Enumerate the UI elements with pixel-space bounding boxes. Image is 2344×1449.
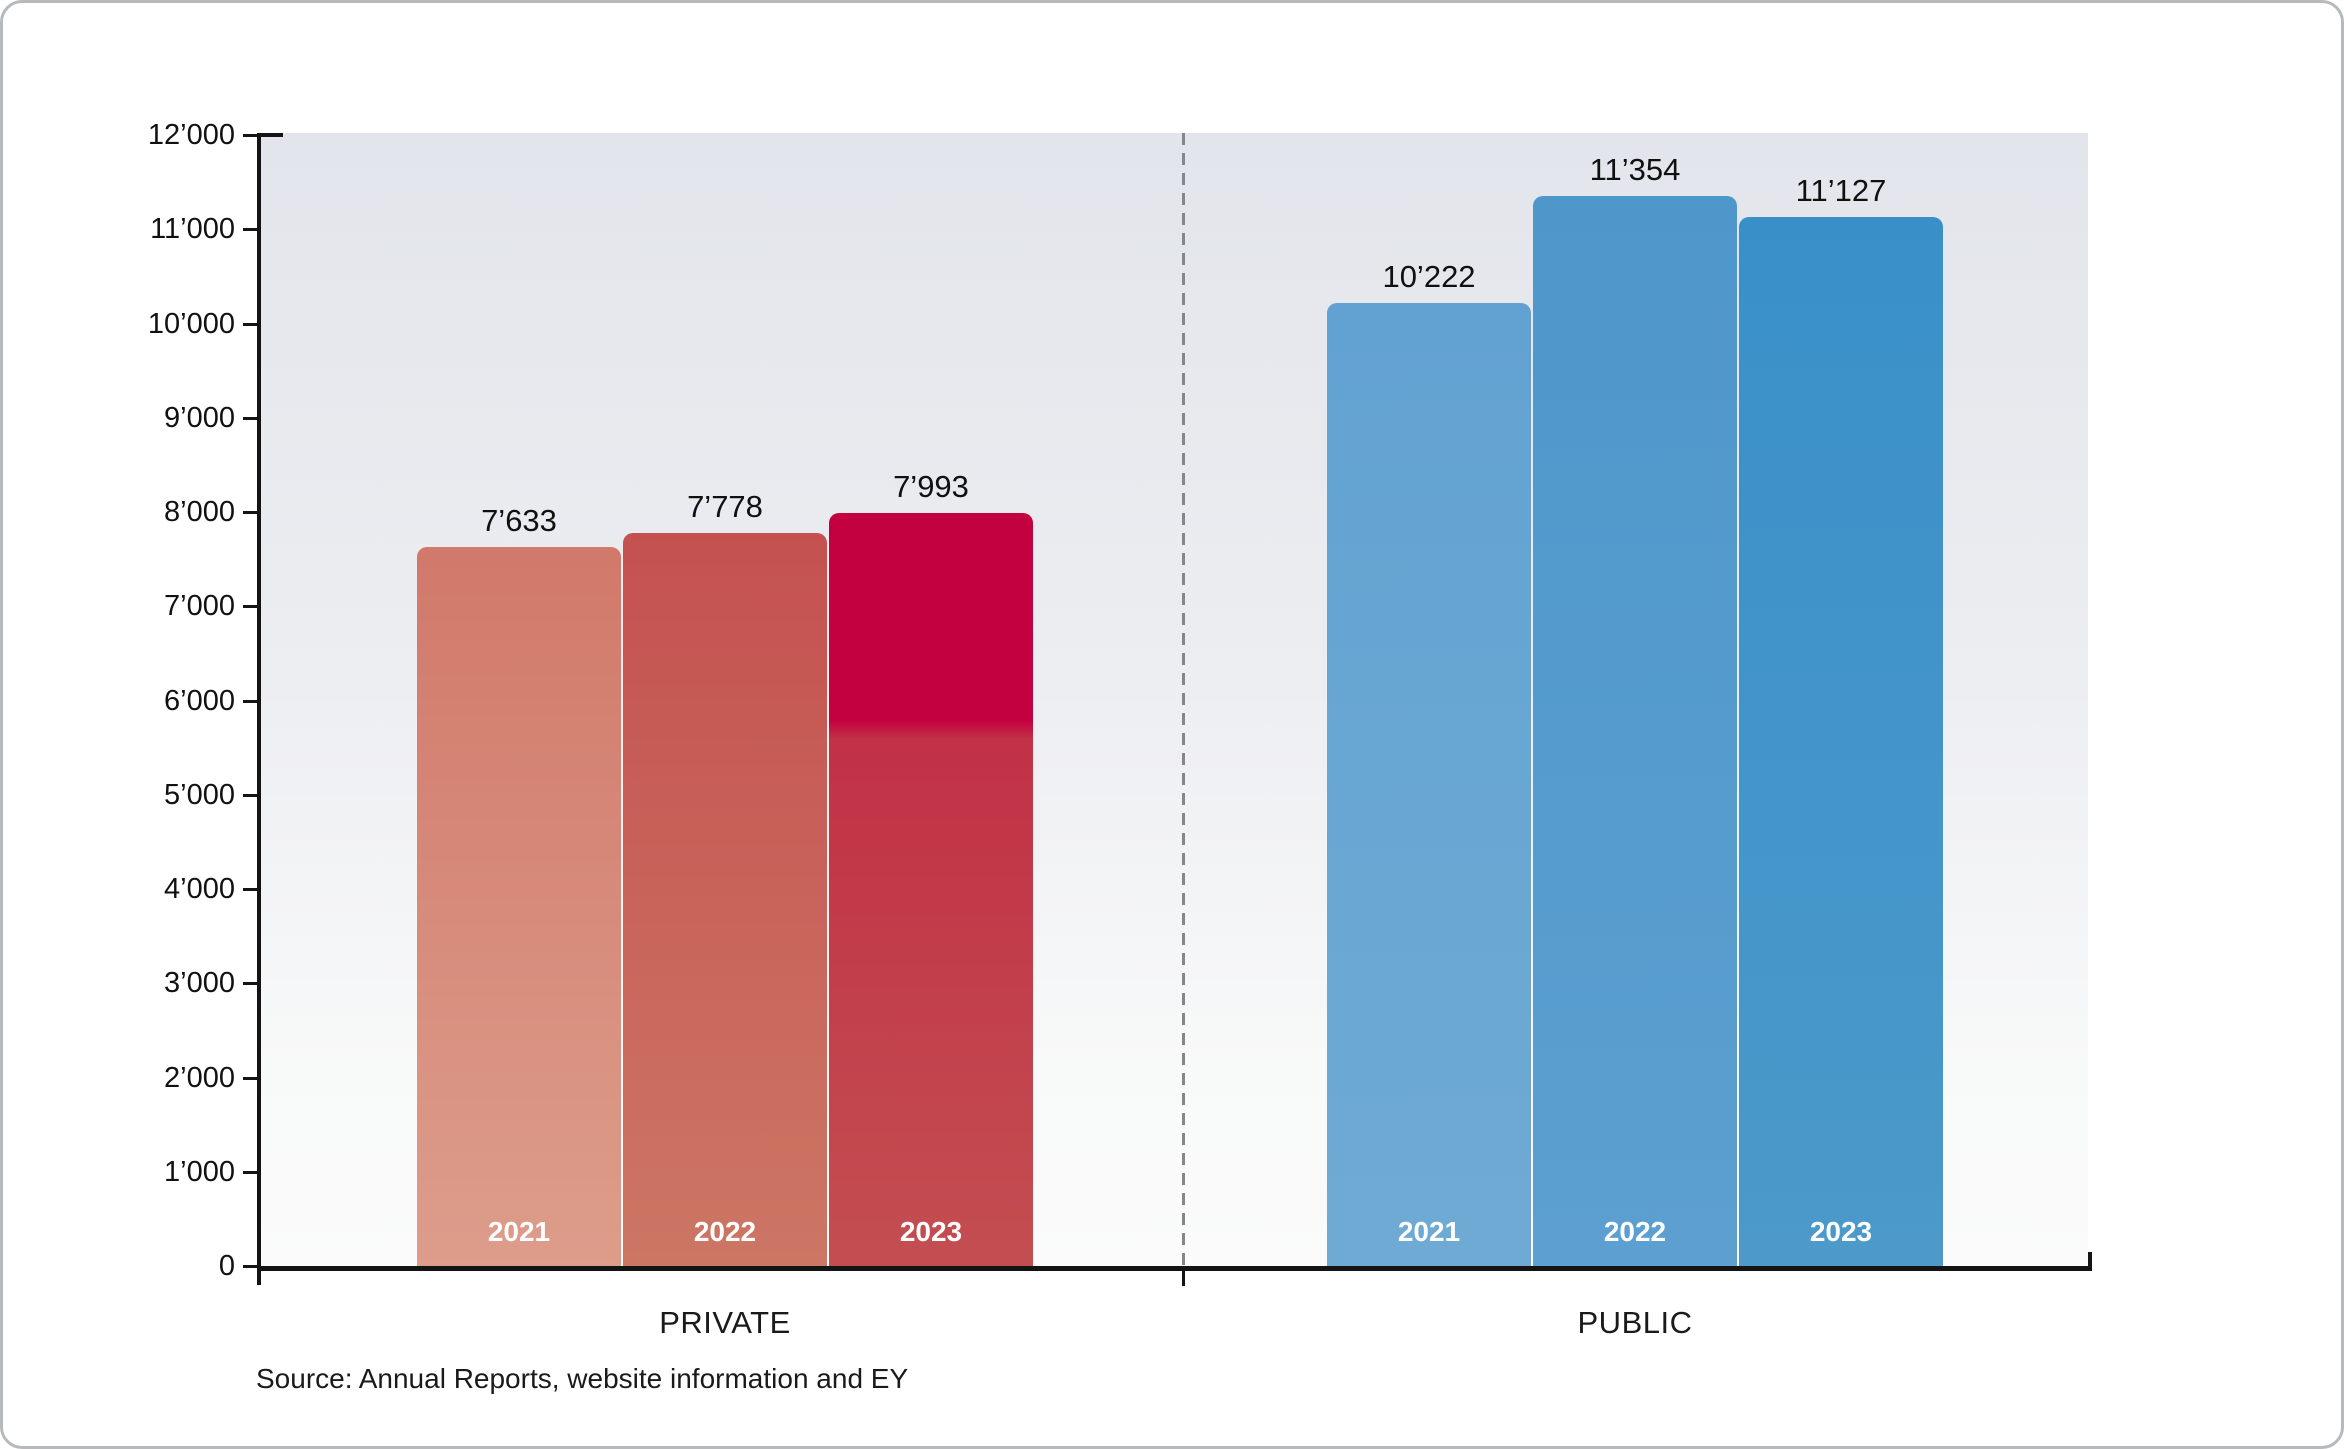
bar-public-2021: 2021 [1327,303,1531,1266]
bar-private-2023: 2023 [829,513,1033,1266]
y-tick-label: 5’000 [164,778,235,811]
y-tick-label: 7’000 [164,590,235,623]
y-tick-label: 4’000 [164,873,235,905]
group-label-public: PUBLIC [1577,1305,1693,1340]
y-tick-label: 11’000 [150,213,235,246]
y-axis-tick [243,511,257,514]
y-axis-top-cap [257,133,283,137]
y-axis-tick [243,134,257,137]
bar-public-2022: 2022 [1533,196,1737,1266]
y-tick-label: 10’000 [147,307,235,340]
bar-value-label: 7’633 [481,503,557,538]
bar-year-label: 2023 [899,1216,963,1247]
y-axis-tick [243,416,257,420]
bar-year-label: 2022 [1603,1216,1667,1247]
y-axis-tick [243,699,257,703]
y-tick-label: 1’000 [164,1155,235,1188]
x-axis [257,1266,2092,1271]
bar-value-label: 7’778 [687,489,763,524]
y-tick-label: 8’000 [164,496,235,528]
y-axis-tick [243,1265,257,1268]
y-axis-tick [243,1170,257,1174]
bar-private-2022: 2022 [623,533,827,1266]
y-tick-label: 2’000 [164,1061,235,1094]
bar-value-label: 11’354 [1589,152,1681,187]
group-label-private: PRIVATE [659,1305,791,1340]
bar-private-2021: 2021 [417,547,621,1266]
y-axis-tick [243,793,257,797]
y-tick-label: 9’000 [164,401,235,434]
y-axis-tick [243,982,257,986]
bar-value-label: 10’222 [1382,259,1476,294]
y-axis [257,133,261,1285]
y-axis-tick [243,605,257,609]
bar-year-label: 2022 [693,1216,757,1247]
bar-value-label: 7’993 [893,469,969,504]
group-divider-dashed-line [1182,133,1185,1266]
y-tick-label: 12’000 [147,119,235,151]
bar-year-label: 2021 [1397,1216,1461,1247]
bar-year-label: 2023 [1809,1216,1873,1247]
y-axis-tick [243,888,257,891]
y-tick-label: 0 [218,1250,235,1282]
bar-value-label: 11’127 [1795,173,1887,208]
y-tick-label: 3’000 [164,967,235,1000]
bar-public-2023: 2023 [1739,217,1943,1266]
x-axis-right-cap [2088,1252,2092,1266]
source-note: Source: Annual Reports, website informat… [256,1363,909,1394]
bar-year-label: 2021 [487,1216,551,1247]
x-axis-separator-tick [1182,1271,1185,1286]
y-tick-label: 6’000 [164,684,235,717]
y-axis-tick [243,228,257,232]
y-axis-tick [243,1076,257,1080]
y-axis-tick [243,322,257,326]
